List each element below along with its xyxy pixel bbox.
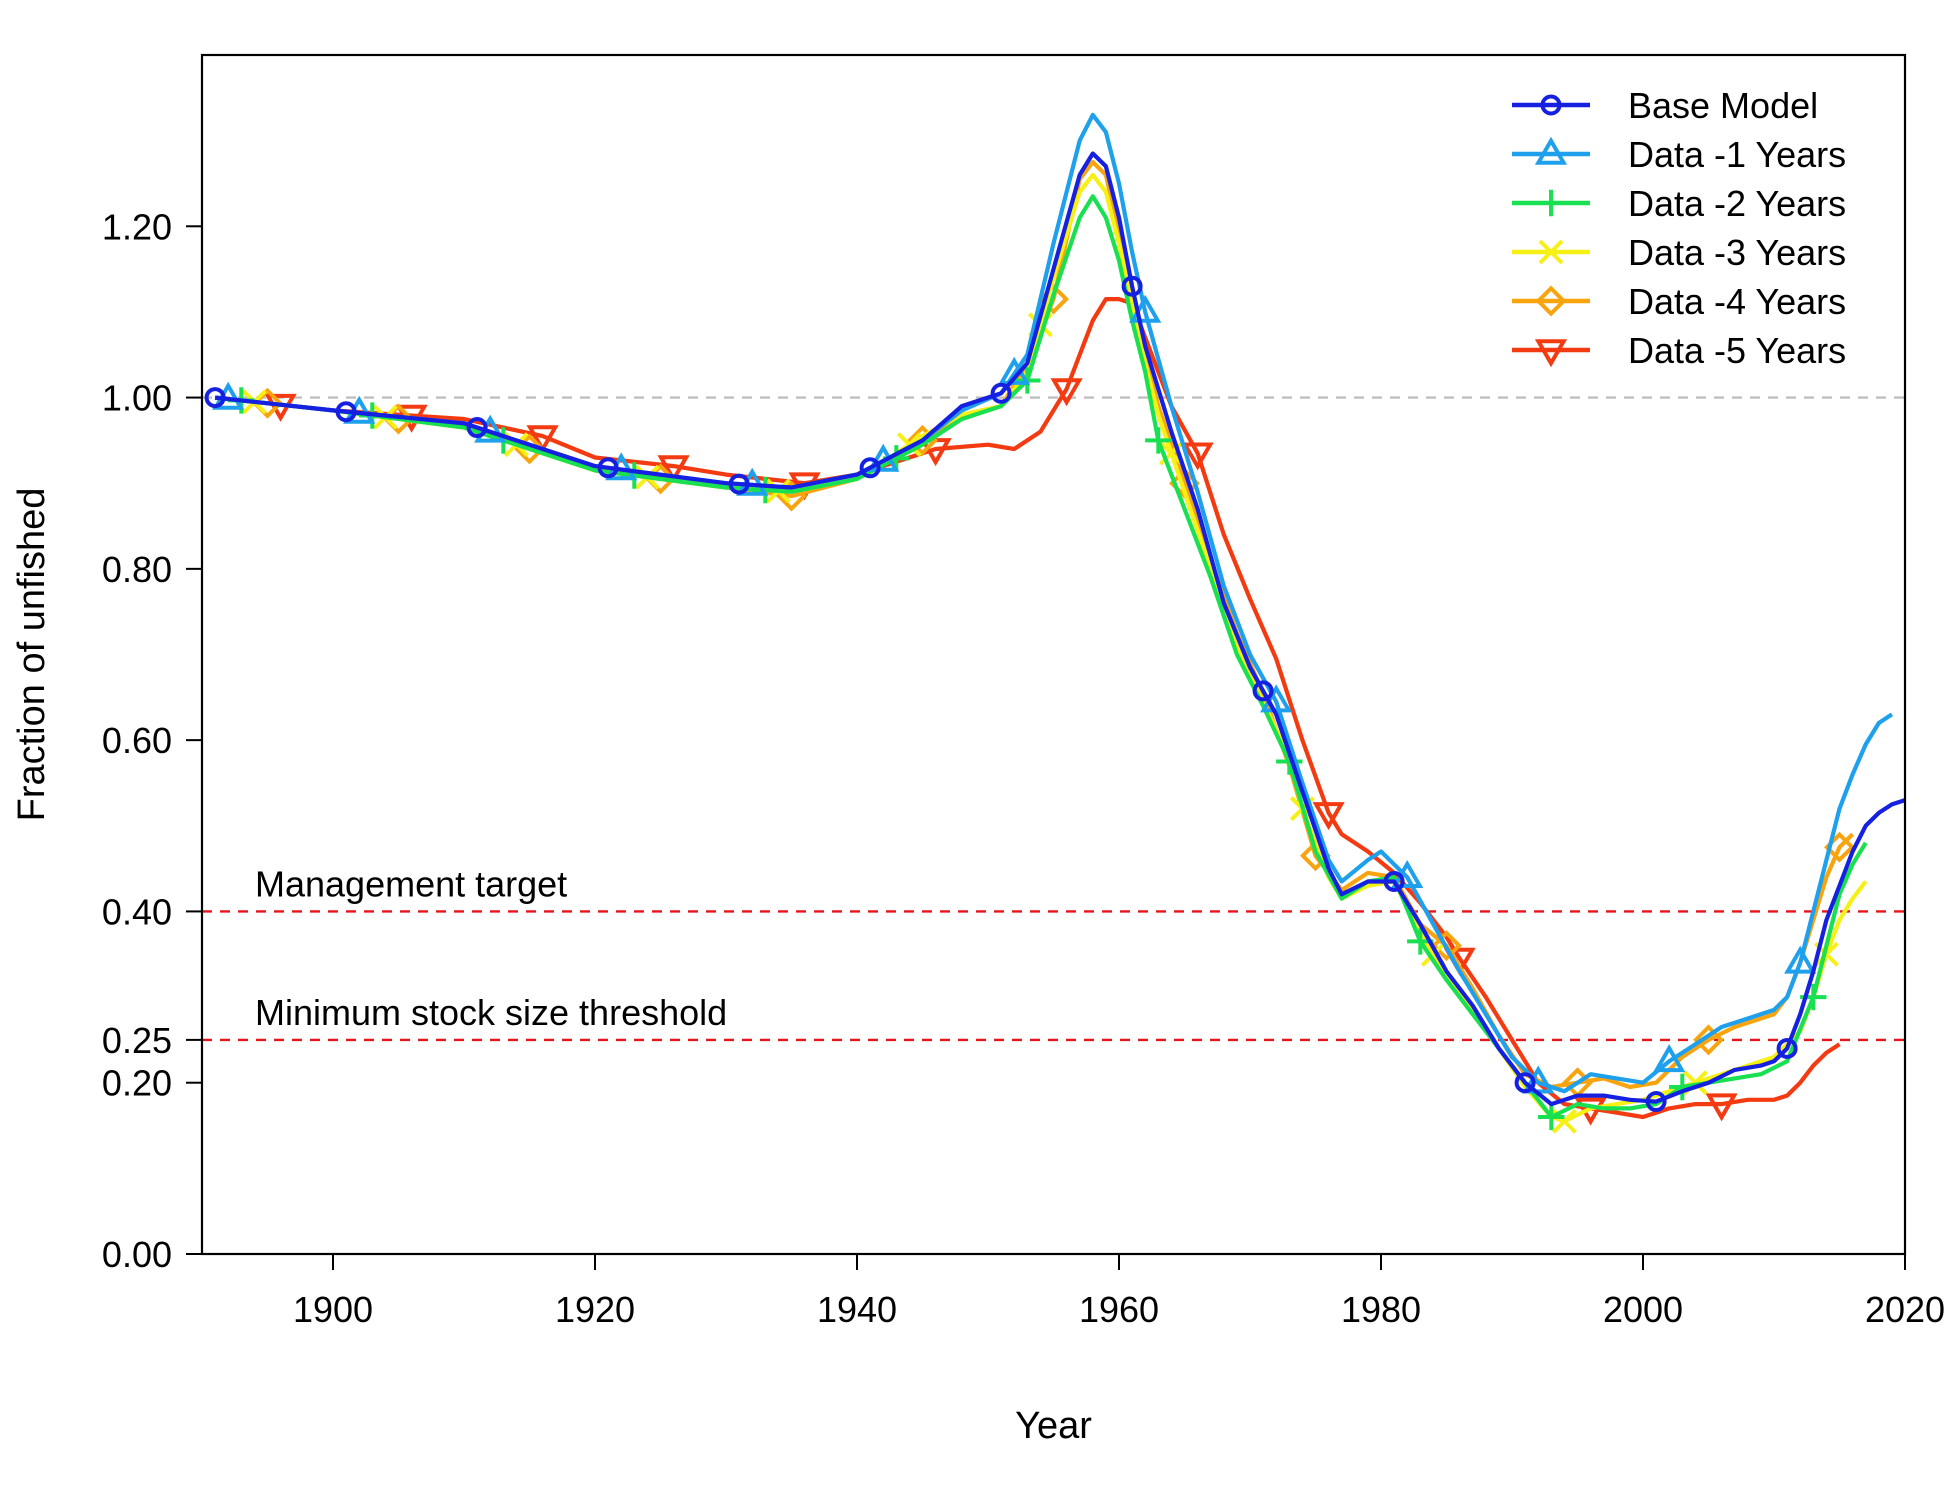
- y-tick-label: 0.20: [102, 1063, 172, 1104]
- legend-label: Data -3 Years: [1628, 232, 1846, 273]
- data-point: [657, 455, 690, 484]
- series-2: [214, 194, 1868, 1131]
- data-point: [204, 387, 226, 409]
- x-axis-label: Year: [1015, 1405, 1092, 1447]
- y-tick-label: 0.00: [102, 1234, 172, 1275]
- x-tick-label: 1960: [1079, 1289, 1159, 1330]
- data-point: [1534, 136, 1568, 165]
- reference-line-label: Management target: [255, 863, 567, 904]
- data-point: [1181, 442, 1214, 471]
- data-point: [1145, 427, 1172, 454]
- reference-lines: Management target Minimum stock size thre…: [202, 396, 1905, 1042]
- series-0: [204, 151, 1906, 1113]
- y-tick-label: 0.40: [102, 891, 172, 932]
- y-tick-label: 1.20: [102, 206, 172, 247]
- legend-item: Data -3 Years: [1512, 232, 1846, 273]
- series-line: [214, 194, 1868, 1120]
- data-point: [1121, 275, 1143, 297]
- data-point: [1645, 1091, 1667, 1113]
- legend-label: Data -4 Years: [1628, 281, 1846, 322]
- data-point: [335, 401, 357, 423]
- data-point: [752, 476, 779, 504]
- data-point: [1312, 802, 1345, 831]
- legend-item: Data -4 Years: [1512, 281, 1846, 322]
- series-line: [214, 151, 1906, 1107]
- reference-line-label: Minimum stock size threshold: [255, 992, 727, 1033]
- data-point: [1535, 285, 1567, 317]
- data-point: [1538, 239, 1564, 265]
- data-point: [1514, 1072, 1536, 1094]
- data-point: [859, 457, 881, 479]
- legend-label: Data -5 Years: [1628, 330, 1846, 371]
- y-tick-label: 0.80: [102, 549, 172, 590]
- legend-item: Data -2 Years: [1512, 183, 1846, 224]
- x-tick-label: 1940: [817, 1289, 897, 1330]
- data-point: [1705, 1093, 1738, 1122]
- legend-item: Base Model: [1512, 85, 1818, 126]
- data-point: [1540, 94, 1562, 116]
- data-point: [728, 473, 750, 495]
- x-tick-label: 2020: [1865, 1289, 1945, 1330]
- data-point: [1693, 1024, 1724, 1056]
- legend-label: Data -1 Years: [1628, 134, 1846, 175]
- series-line: [214, 172, 1868, 1124]
- y-tick-label: 0.25: [102, 1020, 172, 1061]
- series-4: [214, 160, 1855, 1099]
- series-line: [214, 160, 1855, 1090]
- axes-layer: 1900 1920 1940 1960 1980 2000 2020 0.00 0.200.25…: [102, 206, 1945, 1330]
- data-point: [597, 457, 619, 479]
- data-point: [1050, 378, 1083, 407]
- data-point: [1252, 680, 1274, 702]
- data-point: [1776, 1037, 1798, 1059]
- data-point: [1383, 870, 1405, 892]
- y-axis-label: Fraction of unfished: [11, 488, 53, 822]
- data-point: [526, 425, 559, 454]
- series-layer: [204, 112, 1906, 1134]
- data-point: [990, 382, 1012, 404]
- data-point: [1431, 930, 1462, 962]
- legend-item: Data -5 Years: [1512, 330, 1846, 371]
- data-point: [1534, 339, 1568, 368]
- data-point: [1784, 945, 1817, 974]
- plot-frame: [200, 53, 1907, 1256]
- legend-item: Data -1 Years: [1512, 134, 1846, 175]
- y-tick-label: 0.60: [102, 720, 172, 761]
- legend-label: Data -2 Years: [1628, 183, 1846, 224]
- data-point: [1538, 1103, 1565, 1131]
- data-point: [466, 417, 488, 439]
- data-point: [1537, 189, 1565, 217]
- x-tick-label: 2000: [1603, 1289, 1683, 1330]
- legend: Base Model Data -1 Years Data -2 Years Data…: [1512, 85, 1846, 371]
- data-point: [1653, 1044, 1686, 1073]
- y-tick-label: 1.00: [102, 378, 172, 419]
- legend-label: Base Model: [1628, 85, 1818, 126]
- x-tick-label: 1980: [1341, 1289, 1421, 1330]
- x-tick-label: 1920: [555, 1289, 635, 1330]
- x-tick-label: 1900: [293, 1289, 373, 1330]
